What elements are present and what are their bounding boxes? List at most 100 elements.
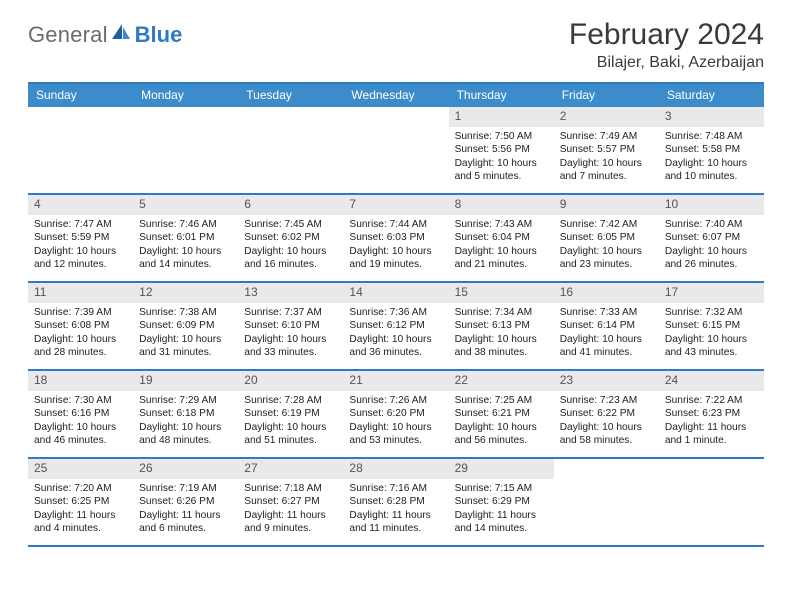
sunset-text: Sunset: 6:02 PM xyxy=(244,231,337,244)
sunrise-text: Sunrise: 7:30 AM xyxy=(34,394,127,407)
weekday-thu: Thursday xyxy=(449,84,554,107)
day-number: 16 xyxy=(554,283,659,303)
day-cell: 6Sunrise: 7:45 AMSunset: 6:02 PMDaylight… xyxy=(238,195,343,281)
logo-word2: Blue xyxy=(135,22,183,48)
daylight-text: and 12 minutes. xyxy=(34,258,127,271)
daylight-text: and 46 minutes. xyxy=(34,434,127,447)
daylight-text: Daylight: 10 hours xyxy=(455,421,548,434)
day-body: Sunrise: 7:18 AMSunset: 6:27 PMDaylight:… xyxy=(238,479,343,540)
sunset-text: Sunset: 5:57 PM xyxy=(560,143,653,156)
daylight-text: and 9 minutes. xyxy=(244,522,337,535)
day-cell: 22Sunrise: 7:25 AMSunset: 6:21 PMDayligh… xyxy=(449,371,554,457)
week-row: 1Sunrise: 7:50 AMSunset: 5:56 PMDaylight… xyxy=(28,107,764,195)
sunrise-text: Sunrise: 7:37 AM xyxy=(244,306,337,319)
daylight-text: Daylight: 10 hours xyxy=(349,245,442,258)
daylight-text: and 5 minutes. xyxy=(455,170,548,183)
daylight-text: Daylight: 11 hours xyxy=(34,509,127,522)
day-number: 17 xyxy=(659,283,764,303)
day-body: Sunrise: 7:44 AMSunset: 6:03 PMDaylight:… xyxy=(343,215,448,276)
sunrise-text: Sunrise: 7:32 AM xyxy=(665,306,758,319)
daylight-text: Daylight: 11 hours xyxy=(455,509,548,522)
day-number: 21 xyxy=(343,371,448,391)
daylight-text: Daylight: 10 hours xyxy=(560,421,653,434)
day-cell: 23Sunrise: 7:23 AMSunset: 6:22 PMDayligh… xyxy=(554,371,659,457)
day-cell: 10Sunrise: 7:40 AMSunset: 6:07 PMDayligh… xyxy=(659,195,764,281)
daylight-text: Daylight: 11 hours xyxy=(349,509,442,522)
weekday-row: Sunday Monday Tuesday Wednesday Thursday… xyxy=(28,84,764,107)
sail-icon xyxy=(110,22,132,47)
daylight-text: Daylight: 10 hours xyxy=(244,245,337,258)
week-row: 25Sunrise: 7:20 AMSunset: 6:25 PMDayligh… xyxy=(28,459,764,547)
sunrise-text: Sunrise: 7:47 AM xyxy=(34,218,127,231)
daylight-text: and 53 minutes. xyxy=(349,434,442,447)
day-number: 15 xyxy=(449,283,554,303)
calendar-page: General Blue February 2024 Bilajer, Baki… xyxy=(0,0,792,557)
day-cell: 14Sunrise: 7:36 AMSunset: 6:12 PMDayligh… xyxy=(343,283,448,369)
sunrise-text: Sunrise: 7:46 AM xyxy=(139,218,232,231)
daylight-text: and 56 minutes. xyxy=(455,434,548,447)
calendar: Sunday Monday Tuesday Wednesday Thursday… xyxy=(28,82,764,547)
sunrise-text: Sunrise: 7:20 AM xyxy=(34,482,127,495)
header-row: General Blue February 2024 Bilajer, Baki… xyxy=(28,18,764,72)
daylight-text: Daylight: 10 hours xyxy=(455,245,548,258)
day-body: Sunrise: 7:48 AMSunset: 5:58 PMDaylight:… xyxy=(659,127,764,188)
sunset-text: Sunset: 6:12 PM xyxy=(349,319,442,332)
sunrise-text: Sunrise: 7:33 AM xyxy=(560,306,653,319)
day-body: Sunrise: 7:33 AMSunset: 6:14 PMDaylight:… xyxy=(554,303,659,364)
day-body: Sunrise: 7:49 AMSunset: 5:57 PMDaylight:… xyxy=(554,127,659,188)
sunrise-text: Sunrise: 7:49 AM xyxy=(560,130,653,143)
sunrise-text: Sunrise: 7:26 AM xyxy=(349,394,442,407)
day-number: 26 xyxy=(133,459,238,479)
day-number: 28 xyxy=(343,459,448,479)
day-cell: 19Sunrise: 7:29 AMSunset: 6:18 PMDayligh… xyxy=(133,371,238,457)
daylight-text: Daylight: 11 hours xyxy=(244,509,337,522)
day-body: Sunrise: 7:39 AMSunset: 6:08 PMDaylight:… xyxy=(28,303,133,364)
daylight-text: and 6 minutes. xyxy=(139,522,232,535)
day-body: Sunrise: 7:47 AMSunset: 5:59 PMDaylight:… xyxy=(28,215,133,276)
day-body: Sunrise: 7:32 AMSunset: 6:15 PMDaylight:… xyxy=(659,303,764,364)
day-cell: 29Sunrise: 7:15 AMSunset: 6:29 PMDayligh… xyxy=(449,459,554,545)
daylight-text: Daylight: 10 hours xyxy=(349,421,442,434)
day-number: 11 xyxy=(28,283,133,303)
week-row: 18Sunrise: 7:30 AMSunset: 6:16 PMDayligh… xyxy=(28,371,764,459)
sunset-text: Sunset: 6:29 PM xyxy=(455,495,548,508)
weekday-sat: Saturday xyxy=(659,84,764,107)
day-body: Sunrise: 7:50 AMSunset: 5:56 PMDaylight:… xyxy=(449,127,554,188)
day-cell: 26Sunrise: 7:19 AMSunset: 6:26 PMDayligh… xyxy=(133,459,238,545)
day-cell xyxy=(343,107,448,193)
day-number: 13 xyxy=(238,283,343,303)
day-cell: 28Sunrise: 7:16 AMSunset: 6:28 PMDayligh… xyxy=(343,459,448,545)
weekday-sun: Sunday xyxy=(28,84,133,107)
day-cell: 5Sunrise: 7:46 AMSunset: 6:01 PMDaylight… xyxy=(133,195,238,281)
daylight-text: and 36 minutes. xyxy=(349,346,442,359)
day-body: Sunrise: 7:20 AMSunset: 6:25 PMDaylight:… xyxy=(28,479,133,540)
daylight-text: Daylight: 10 hours xyxy=(560,333,653,346)
day-number: 4 xyxy=(28,195,133,215)
week-row: 4Sunrise: 7:47 AMSunset: 5:59 PMDaylight… xyxy=(28,195,764,283)
day-cell: 24Sunrise: 7:22 AMSunset: 6:23 PMDayligh… xyxy=(659,371,764,457)
day-number: 23 xyxy=(554,371,659,391)
day-body: Sunrise: 7:40 AMSunset: 6:07 PMDaylight:… xyxy=(659,215,764,276)
daylight-text: Daylight: 10 hours xyxy=(560,157,653,170)
day-number: 8 xyxy=(449,195,554,215)
sunrise-text: Sunrise: 7:38 AM xyxy=(139,306,232,319)
daylight-text: and 7 minutes. xyxy=(560,170,653,183)
day-cell xyxy=(238,107,343,193)
sunset-text: Sunset: 6:15 PM xyxy=(665,319,758,332)
daylight-text: Daylight: 10 hours xyxy=(34,421,127,434)
sunset-text: Sunset: 6:09 PM xyxy=(139,319,232,332)
daylight-text: and 21 minutes. xyxy=(455,258,548,271)
day-number: 1 xyxy=(449,107,554,127)
day-cell: 3Sunrise: 7:48 AMSunset: 5:58 PMDaylight… xyxy=(659,107,764,193)
sunrise-text: Sunrise: 7:22 AM xyxy=(665,394,758,407)
daylight-text: and 41 minutes. xyxy=(560,346,653,359)
daylight-text: Daylight: 10 hours xyxy=(665,157,758,170)
day-body: Sunrise: 7:37 AMSunset: 6:10 PMDaylight:… xyxy=(238,303,343,364)
day-cell: 13Sunrise: 7:37 AMSunset: 6:10 PMDayligh… xyxy=(238,283,343,369)
daylight-text: and 58 minutes. xyxy=(560,434,653,447)
page-title: February 2024 xyxy=(569,18,764,52)
sunrise-text: Sunrise: 7:34 AM xyxy=(455,306,548,319)
title-block: February 2024 Bilajer, Baki, Azerbaijan xyxy=(569,18,764,72)
daylight-text: Daylight: 10 hours xyxy=(560,245,653,258)
day-body: Sunrise: 7:16 AMSunset: 6:28 PMDaylight:… xyxy=(343,479,448,540)
